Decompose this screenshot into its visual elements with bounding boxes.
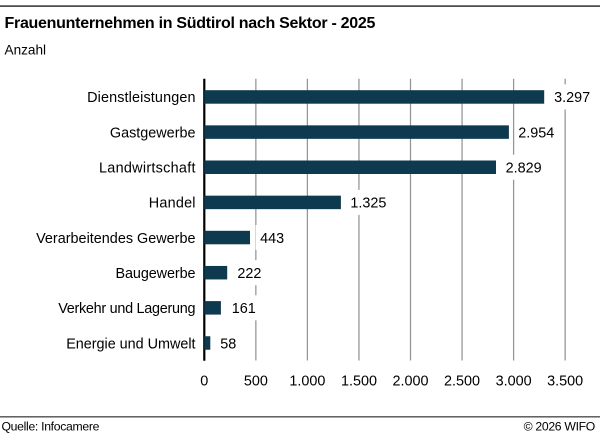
- svg-text:1.500: 1.500: [341, 374, 377, 390]
- svg-text:1.000: 1.000: [289, 374, 325, 390]
- svg-text:3.000: 3.000: [496, 374, 532, 390]
- svg-text:222: 222: [237, 266, 261, 282]
- svg-text:3.297: 3.297: [554, 90, 590, 106]
- svg-text:Dienstleistungen: Dienstleistungen: [87, 90, 195, 106]
- svg-text:Handel: Handel: [149, 196, 196, 212]
- svg-text:Gastgewerbe: Gastgewerbe: [110, 125, 196, 141]
- svg-text:2.000: 2.000: [392, 374, 428, 390]
- svg-text:Verarbeitendes Gewerbe: Verarbeitendes Gewerbe: [36, 231, 195, 247]
- svg-text:2.829: 2.829: [506, 161, 542, 177]
- svg-text:2.500: 2.500: [444, 374, 480, 390]
- svg-text:Verkehr und Lagerung: Verkehr und Lagerung: [58, 301, 195, 317]
- svg-text:Landwirtschaft: Landwirtschaft: [99, 161, 196, 177]
- svg-text:Anzahl: Anzahl: [5, 43, 47, 58]
- svg-text:58: 58: [220, 336, 236, 352]
- svg-text:161: 161: [232, 301, 256, 317]
- svg-text:443: 443: [260, 231, 284, 247]
- svg-text:1.325: 1.325: [350, 196, 386, 212]
- svg-text:Quelle: Infocamere: Quelle: Infocamere: [2, 420, 100, 434]
- svg-text:Baugewerbe: Baugewerbe: [116, 266, 196, 282]
- svg-text:0: 0: [200, 374, 208, 390]
- svg-text:Energie und Umwelt: Energie und Umwelt: [66, 336, 195, 352]
- svg-text:2.954: 2.954: [518, 125, 554, 141]
- svg-text:Frauenunternehmen in Südtirol: Frauenunternehmen in Südtirol nach Sekto…: [5, 15, 376, 32]
- svg-text:3.500: 3.500: [547, 374, 583, 390]
- svg-text:500: 500: [244, 374, 268, 390]
- svg-text:© 2026 WIFO: © 2026 WIFO: [524, 420, 595, 434]
